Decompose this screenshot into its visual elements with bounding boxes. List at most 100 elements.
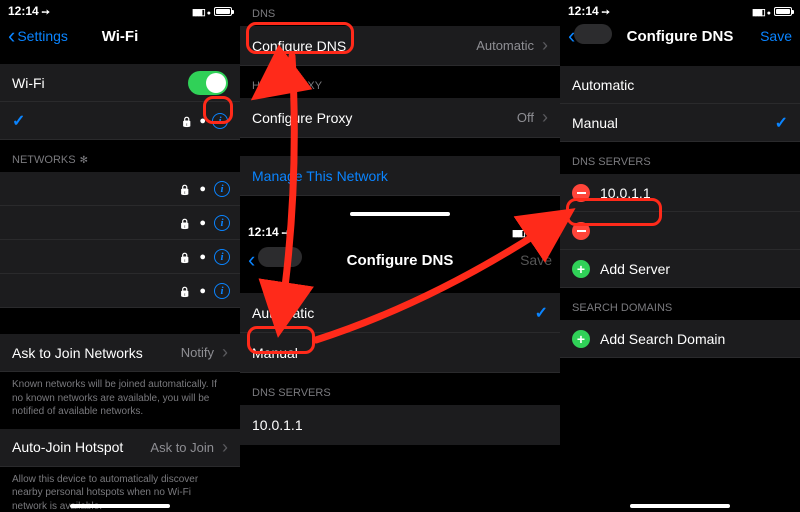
info-icon[interactable] xyxy=(214,283,230,299)
chevron-right-icon xyxy=(538,35,548,56)
status-bar: 12:14 xyxy=(240,221,560,239)
manual-row[interactable]: Manual xyxy=(560,104,800,142)
configure-proxy-label: Configure Proxy xyxy=(252,110,517,126)
back-pill[interactable] xyxy=(574,24,612,44)
check-icon xyxy=(12,111,25,131)
configure-dns-row[interactable]: Configure DNS Automatic xyxy=(240,26,560,66)
home-indicator[interactable] xyxy=(70,504,170,508)
automatic-label: Automatic xyxy=(572,77,788,93)
lock-icon xyxy=(179,181,191,196)
configure-proxy-value: Off xyxy=(517,110,534,125)
phone-2b-configure-dns: 12:14 Configure DNS Save Automatic Manua… xyxy=(240,220,560,512)
network-row[interactable] xyxy=(0,172,240,206)
home-indicator[interactable] xyxy=(630,504,730,508)
configure-proxy-row[interactable]: Configure Proxy Off xyxy=(240,98,560,138)
connected-network-row[interactable] xyxy=(0,102,240,140)
save-button[interactable]: Save xyxy=(520,252,552,268)
location-icon xyxy=(601,4,609,18)
ask-to-join-row[interactable]: Ask to Join Networks Notify xyxy=(0,334,240,372)
auto-hotspot-value: Ask to Join xyxy=(150,440,214,455)
check-icon xyxy=(775,113,788,133)
server-row[interactable]: 10.0.1.1 xyxy=(560,174,800,212)
signal-icon xyxy=(752,4,764,18)
network-row[interactable] xyxy=(0,274,240,308)
wifi-icon xyxy=(207,4,211,18)
status-time: 12:14 xyxy=(568,4,599,18)
automatic-label: Automatic xyxy=(252,305,535,321)
minus-icon[interactable] xyxy=(572,184,590,202)
wifi-signal-icon xyxy=(199,115,206,127)
lock-icon xyxy=(179,215,191,230)
status-bar: 12:14 xyxy=(560,0,800,18)
lock-icon xyxy=(179,283,191,298)
plus-icon[interactable] xyxy=(572,260,590,278)
spinner-icon xyxy=(76,154,88,166)
server-value: 10.0.1.1 xyxy=(252,417,548,433)
back-pill[interactable] xyxy=(258,247,302,267)
wifi-signal-icon xyxy=(199,183,206,195)
auto-hotspot-label: Auto-Join Hotspot xyxy=(12,439,150,455)
battery-icon xyxy=(774,7,792,16)
wifi-toggle[interactable] xyxy=(188,71,228,95)
ask-to-join-value: Notify xyxy=(181,345,214,360)
wifi-signal-icon xyxy=(199,285,206,297)
location-icon xyxy=(281,225,289,239)
wifi-label: Wi-Fi xyxy=(12,75,188,91)
wifi-icon xyxy=(527,225,531,239)
check-icon xyxy=(535,303,548,323)
lock-icon xyxy=(179,249,191,264)
manage-network-row[interactable]: Manage This Network xyxy=(240,156,560,196)
home-indicator[interactable] xyxy=(350,212,450,216)
back-button[interactable]: Settings xyxy=(8,28,68,44)
networks-section-label: Networks xyxy=(0,140,240,172)
manual-label: Manual xyxy=(572,115,775,131)
automatic-row[interactable]: Automatic xyxy=(560,66,800,104)
save-button[interactable]: Save xyxy=(760,28,792,44)
ask-to-join-label: Ask to Join Networks xyxy=(12,345,181,361)
plus-icon[interactable] xyxy=(572,330,590,348)
server-row: 10.0.1.1 xyxy=(240,405,560,445)
info-icon[interactable] xyxy=(214,181,230,197)
info-icon[interactable] xyxy=(214,215,230,231)
manual-label: Manual xyxy=(252,345,548,361)
wifi-icon xyxy=(767,4,771,18)
network-row[interactable] xyxy=(0,206,240,240)
status-time: 12:14 xyxy=(8,4,39,18)
network-row[interactable] xyxy=(0,240,240,274)
manual-row[interactable]: Manual xyxy=(240,333,560,373)
status-time: 12:14 xyxy=(248,225,279,239)
minus-icon[interactable] xyxy=(572,222,590,240)
lock-icon xyxy=(181,113,193,128)
phone-2a-network-details: DNS Configure DNS Automatic HTTP PROXY C… xyxy=(240,0,560,220)
battery-icon xyxy=(214,7,232,16)
info-icon[interactable] xyxy=(212,113,228,129)
proxy-section-label: HTTP PROXY xyxy=(240,66,560,98)
ask-to-join-help: Known networks will be joined automatica… xyxy=(0,372,240,419)
server-row-empty[interactable] xyxy=(560,212,800,250)
configure-dns-value: Automatic xyxy=(476,38,534,53)
signal-icon xyxy=(192,4,204,18)
add-search-domain-row[interactable]: Add Search Domain xyxy=(560,320,800,358)
status-bar: 12:14 xyxy=(0,0,240,18)
configure-dns-label: Configure DNS xyxy=(252,38,476,54)
wifi-toggle-row[interactable]: Wi-Fi xyxy=(0,64,240,102)
automatic-row[interactable]: Automatic xyxy=(240,293,560,333)
phone-3-configure-dns-manual: 12:14 Configure DNS Save Automatic Manua… xyxy=(560,0,800,512)
wifi-signal-icon xyxy=(199,251,206,263)
search-domains-label: Search Domains xyxy=(560,288,800,320)
auto-hotspot-row[interactable]: Auto-Join Hotspot Ask to Join xyxy=(0,429,240,467)
chevron-right-icon xyxy=(218,437,228,458)
server-value: 10.0.1.1 xyxy=(600,185,788,201)
battery-icon xyxy=(534,228,552,237)
chevron-right-icon xyxy=(538,107,548,128)
dns-servers-label: DNS Servers xyxy=(560,142,800,174)
chevron-right-icon xyxy=(218,342,228,363)
dns-servers-label: DNS Servers xyxy=(240,373,560,405)
location-icon xyxy=(41,4,49,18)
phone-1-wifi-settings: 12:14 Settings Wi-Fi Wi-Fi Networks Ask … xyxy=(0,0,240,512)
add-search-domain-label: Add Search Domain xyxy=(600,331,788,347)
nav-bar: Settings Wi-Fi xyxy=(0,18,240,54)
info-icon[interactable] xyxy=(214,249,230,265)
add-server-row[interactable]: Add Server xyxy=(560,250,800,288)
signal-icon xyxy=(512,225,524,239)
